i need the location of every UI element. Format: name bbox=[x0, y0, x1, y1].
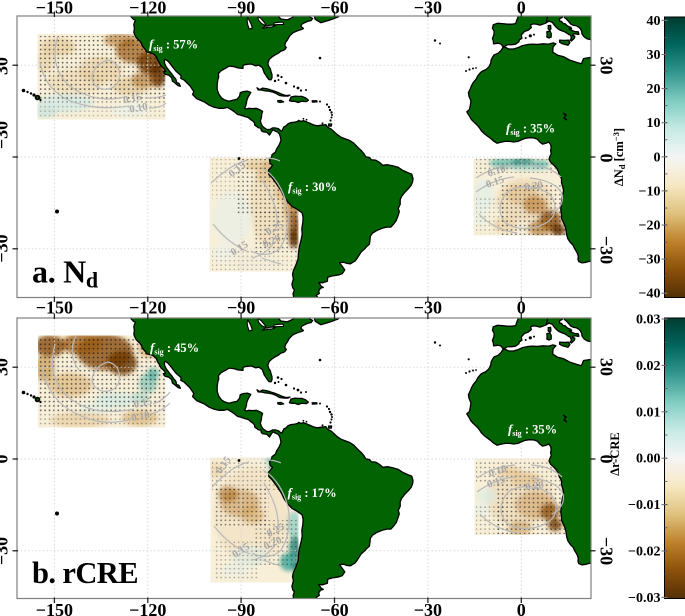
svg-text:fsig : 35%: fsig : 35% bbox=[508, 422, 557, 439]
svg-text:0.15: 0.15 bbox=[122, 92, 142, 107]
svg-text:0.10: 0.10 bbox=[487, 464, 508, 480]
svg-text:0.03: 0.03 bbox=[636, 313, 661, 328]
svg-text:0.10: 0.10 bbox=[486, 164, 507, 180]
svg-text:−90: −90 bbox=[227, 600, 255, 616]
svg-text:0: 0 bbox=[517, 298, 526, 318]
svg-text:ΔNd [cm−3]: ΔNd [cm−3] bbox=[611, 128, 627, 186]
svg-text:30: 30 bbox=[597, 57, 617, 75]
svg-text:−150: −150 bbox=[36, 298, 73, 318]
svg-text:−30: −30 bbox=[0, 234, 12, 262]
svg-text:30: 30 bbox=[0, 57, 12, 75]
svg-text:−150: −150 bbox=[36, 600, 73, 616]
svg-text:−0.03: −0.03 bbox=[628, 591, 660, 606]
svg-text:10: 10 bbox=[647, 116, 661, 131]
svg-text:30: 30 bbox=[0, 358, 12, 376]
svg-text:0.15: 0.15 bbox=[133, 396, 153, 411]
svg-text:−60: −60 bbox=[320, 0, 348, 18]
svg-text:−0.02: −0.02 bbox=[628, 545, 660, 560]
svg-text:0.15: 0.15 bbox=[486, 475, 507, 491]
svg-text:−20: −20 bbox=[639, 219, 661, 234]
svg-text:−30: −30 bbox=[0, 537, 12, 565]
svg-text:0: 0 bbox=[517, 0, 526, 18]
svg-text:fsig : 45%: fsig : 45% bbox=[150, 340, 199, 357]
svg-text:0.10: 0.10 bbox=[131, 410, 151, 424]
svg-text:b. rCRE: b. rCRE bbox=[32, 556, 138, 590]
svg-text:0: 0 bbox=[517, 600, 526, 616]
svg-text:−30: −30 bbox=[414, 0, 442, 18]
svg-text:−120: −120 bbox=[129, 600, 166, 616]
svg-text:20: 20 bbox=[647, 82, 661, 97]
svg-text:0.20: 0.20 bbox=[525, 480, 545, 493]
svg-text:30: 30 bbox=[647, 48, 661, 63]
svg-text:0.00: 0.00 bbox=[636, 452, 661, 467]
svg-text:−40: −40 bbox=[639, 287, 661, 302]
svg-text:−30: −30 bbox=[639, 253, 661, 268]
svg-text:−30: −30 bbox=[414, 600, 442, 616]
svg-text:−30: −30 bbox=[597, 537, 617, 565]
svg-text:−90: −90 bbox=[227, 0, 255, 18]
svg-text:−150: −150 bbox=[36, 0, 73, 18]
svg-text:Δr-CRE: Δr-CRE bbox=[608, 432, 622, 475]
svg-text:−120: −120 bbox=[129, 298, 166, 318]
svg-text:0: 0 bbox=[0, 455, 12, 464]
svg-text:−120: −120 bbox=[129, 0, 166, 18]
svg-text:−10: −10 bbox=[639, 184, 661, 199]
svg-text:0: 0 bbox=[654, 150, 661, 165]
svg-text:−60: −60 bbox=[320, 298, 348, 318]
svg-text:−30: −30 bbox=[597, 236, 617, 264]
svg-text:−60: −60 bbox=[320, 600, 348, 616]
svg-text:40: 40 bbox=[647, 14, 661, 29]
svg-text:0.10: 0.10 bbox=[129, 102, 149, 116]
svg-text:fsig : 35%: fsig : 35% bbox=[506, 121, 555, 138]
svg-text:−0.01: −0.01 bbox=[628, 498, 660, 513]
svg-text:fsig : 30%: fsig : 30% bbox=[288, 179, 337, 196]
svg-text:−30: −30 bbox=[414, 298, 442, 318]
svg-text:−90: −90 bbox=[227, 298, 255, 318]
svg-text:0: 0 bbox=[597, 154, 617, 163]
svg-text:0.02: 0.02 bbox=[636, 359, 661, 374]
svg-text:−30: −30 bbox=[0, 121, 12, 149]
svg-text:30: 30 bbox=[597, 358, 617, 376]
svg-text:0.15: 0.15 bbox=[485, 175, 506, 191]
svg-text:0: 0 bbox=[597, 455, 617, 464]
svg-text:fsig : 57%: fsig : 57% bbox=[149, 37, 198, 54]
svg-text:fsig : 17%: fsig : 17% bbox=[288, 485, 337, 502]
svg-text:0.01: 0.01 bbox=[636, 405, 661, 420]
svg-text:0.20: 0.20 bbox=[524, 180, 544, 193]
